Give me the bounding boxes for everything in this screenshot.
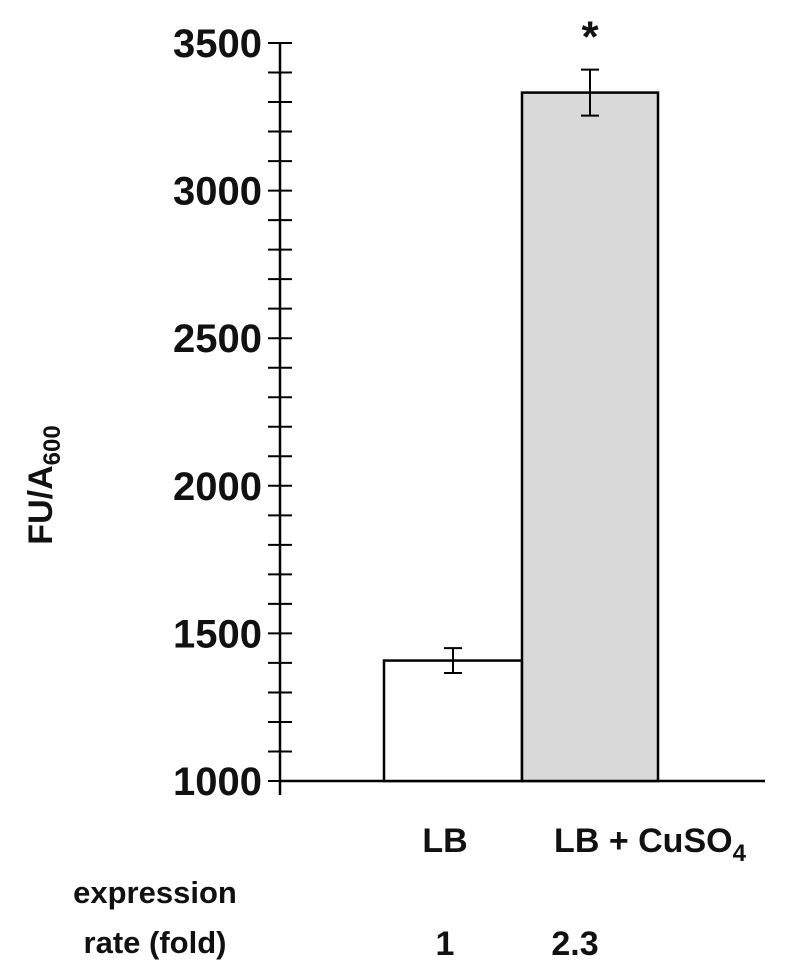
category-label: LB [422, 822, 467, 860]
y-tick-label: 1000 [173, 760, 262, 804]
category-label: LB + CuSO4 [554, 822, 747, 867]
expression-rate-value: 1 [436, 925, 455, 963]
bar [520, 91, 660, 783]
axes [268, 42, 765, 795]
y-axis-label: FU/A600 [22, 425, 66, 544]
y-tick-label: 3500 [173, 22, 262, 66]
y-tick-label: 3000 [173, 170, 262, 214]
expression-rate-value: 2.3 [551, 925, 598, 963]
y-tick-label: 2500 [173, 317, 262, 361]
bars [382, 68, 660, 783]
expression-rate-label: rate (fold) [84, 925, 227, 960]
y-tick-label: 1500 [173, 612, 262, 656]
significance-marker: * [581, 13, 599, 62]
y-tick-label: 2000 [173, 465, 262, 509]
bar [382, 659, 524, 783]
expression-rate-label: expression [73, 875, 237, 910]
labels: 1000 1500 2000 2500 3000 3500 FU/A600 * LB LB + C… [22, 13, 747, 963]
